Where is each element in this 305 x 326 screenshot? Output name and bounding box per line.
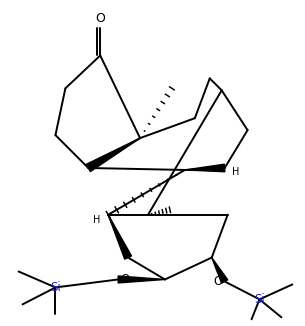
Text: H: H xyxy=(93,215,100,225)
Text: Si: Si xyxy=(254,293,265,306)
Text: H: H xyxy=(231,167,239,177)
Text: Si: Si xyxy=(50,281,61,294)
Polygon shape xyxy=(185,164,225,172)
Text: O: O xyxy=(214,275,223,288)
Text: O: O xyxy=(95,12,105,25)
Polygon shape xyxy=(108,215,131,259)
Polygon shape xyxy=(86,138,140,171)
Polygon shape xyxy=(118,276,165,283)
Polygon shape xyxy=(212,258,228,283)
Text: O: O xyxy=(120,273,129,286)
